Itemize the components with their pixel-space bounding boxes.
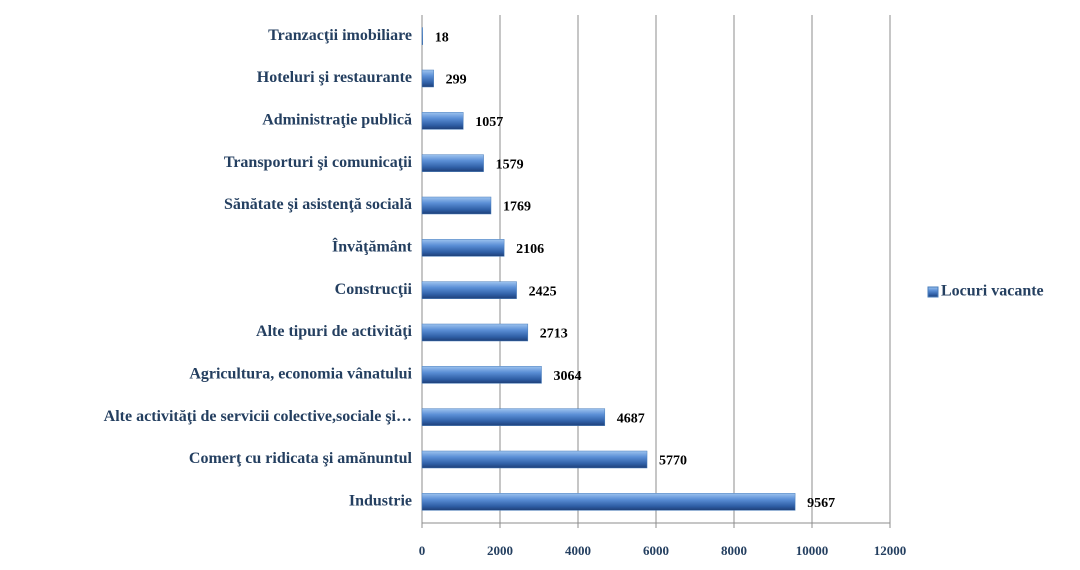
bar — [421, 408, 606, 426]
value-label: 2106 — [516, 242, 544, 257]
value-label: 2713 — [540, 327, 568, 342]
value-label: 299 — [446, 73, 467, 88]
y-tick-label: Transporturi şi comunicaţii — [224, 154, 413, 171]
bar — [421, 112, 464, 130]
value-label: 5770 — [659, 454, 687, 469]
y-tick-label: Alte activităţi de servicii colective,so… — [104, 408, 412, 425]
x-tick-label: 12000 — [874, 543, 907, 558]
value-label: 1769 — [503, 200, 531, 215]
bar — [421, 27, 423, 45]
y-tick-label: Comerţ cu ridicata şi amănuntul — [189, 450, 413, 467]
value-label: 1579 — [496, 157, 524, 172]
value-label: 4687 — [617, 411, 645, 426]
legend-swatch — [927, 286, 939, 298]
bar — [421, 493, 796, 511]
bar — [421, 323, 529, 342]
x-tick-label: 4000 — [565, 543, 591, 558]
x-tick-label: 10000 — [796, 543, 829, 558]
bar — [421, 196, 492, 215]
x-tick-label: 8000 — [721, 543, 747, 558]
value-label: 3064 — [553, 369, 581, 384]
bar — [421, 281, 517, 299]
y-tick-label: Sănătate şi asistenţă socială — [224, 196, 412, 213]
x-tick-label: 0 — [419, 543, 426, 558]
bar — [421, 450, 648, 469]
value-label: 1057 — [475, 115, 503, 130]
x-tick-label: 6000 — [643, 543, 669, 558]
bar — [421, 69, 434, 88]
value-label: 9567 — [807, 496, 835, 511]
legend-label: Locuri vacante — [941, 283, 1044, 300]
bar — [421, 239, 505, 257]
x-tick-label: 2000 — [487, 543, 513, 558]
y-tick-label: Alte tipuri de activităţi — [256, 323, 413, 340]
bar — [421, 154, 484, 172]
y-tick-label: Tranzacţii imobiliare — [268, 27, 412, 44]
value-label: 18 — [435, 30, 449, 45]
value-label: 2425 — [529, 284, 557, 299]
y-tick-label: Industrie — [349, 493, 412, 510]
bar — [421, 366, 542, 384]
y-tick-label: Construcţii — [335, 281, 413, 298]
y-tick-label: Administraţie publică — [262, 112, 412, 129]
y-tick-label: Învăţământ — [332, 237, 413, 256]
y-tick-label: Agricultura, economia vânatului — [189, 366, 412, 383]
y-tick-label: Hoteluri şi restaurante — [257, 69, 412, 86]
